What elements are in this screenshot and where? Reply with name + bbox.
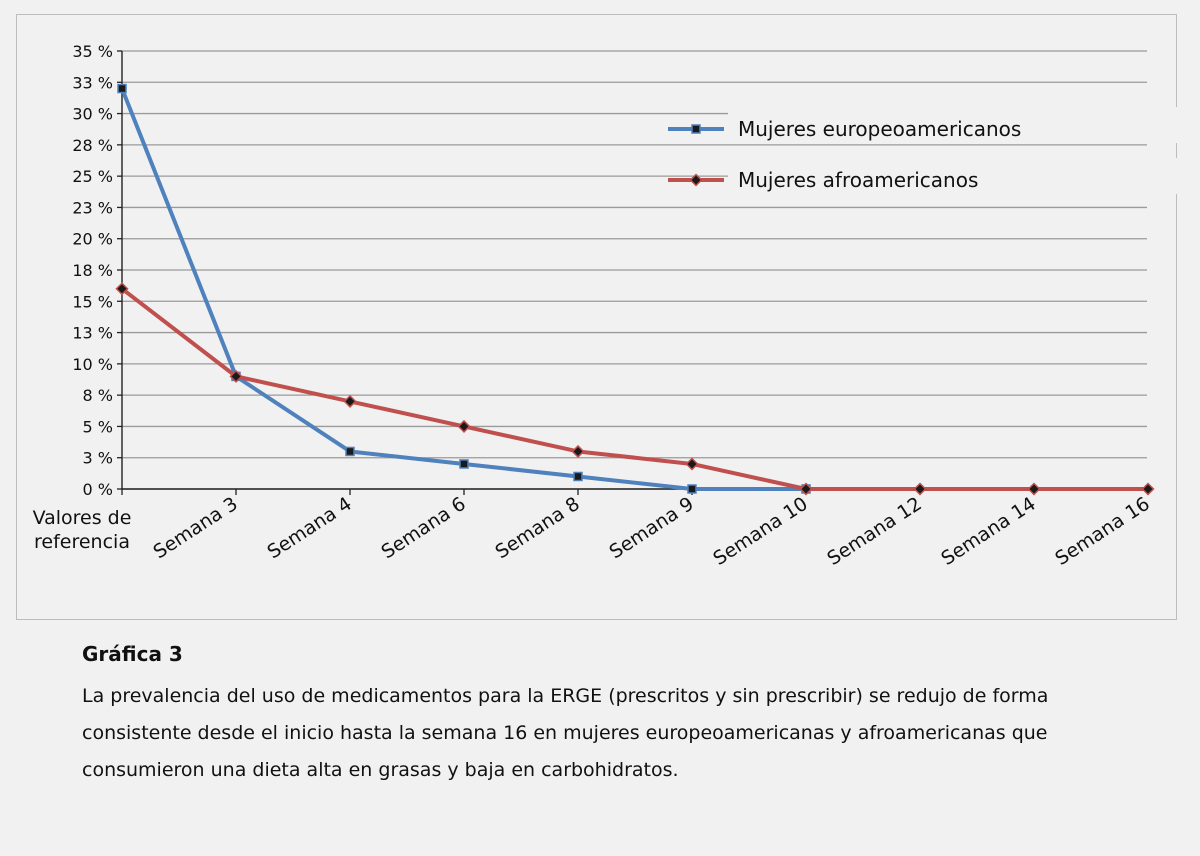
x-tick-label: Semana 12 bbox=[823, 493, 925, 570]
data-point-marker bbox=[115, 282, 129, 296]
caption-title: Gráfica 3 bbox=[82, 642, 183, 666]
legend-background bbox=[728, 107, 1198, 143]
y-tick-label: 28 % bbox=[72, 136, 113, 155]
x-tick-label: Semana 9 bbox=[605, 493, 697, 564]
y-tick-label: 3 % bbox=[83, 449, 113, 468]
x-tick-label: Semana 14 bbox=[937, 493, 1039, 570]
y-tick-label: 15 % bbox=[72, 292, 113, 311]
y-tick-label: 0 % bbox=[83, 480, 113, 499]
legend-marker bbox=[689, 173, 703, 187]
data-point-marker bbox=[573, 471, 583, 482]
data-point-marker bbox=[1027, 482, 1041, 496]
x-tick-label: Semana 16 bbox=[1051, 493, 1153, 570]
x-tick-label: Semana 3 bbox=[149, 493, 241, 564]
y-tick-label: 23 % bbox=[72, 198, 113, 217]
y-tick-label: 5 % bbox=[83, 417, 113, 436]
legend-label: Mujeres afroamericanos bbox=[738, 168, 978, 192]
data-point-marker bbox=[1141, 482, 1155, 496]
x-tick-label: Semana 8 bbox=[491, 493, 583, 564]
y-tick-label: 25 % bbox=[72, 167, 113, 186]
y-tick-label: 33 % bbox=[72, 73, 113, 92]
data-point-marker bbox=[571, 444, 585, 459]
data-point-marker bbox=[799, 482, 813, 496]
data-point-marker bbox=[229, 369, 243, 383]
data-point-marker bbox=[345, 446, 355, 457]
y-tick-label: 30 % bbox=[72, 105, 113, 124]
legend-label: Mujeres europeoamericanos bbox=[738, 117, 1021, 141]
legend-marker bbox=[691, 124, 701, 134]
y-tick-label: 20 % bbox=[72, 230, 113, 249]
x-tick-label: Semana 4 bbox=[263, 493, 355, 564]
x-tick-label: Semana 10 bbox=[709, 493, 811, 570]
data-point-marker bbox=[343, 394, 357, 408]
caption-text: La prevalencia del uso de medicamentos p… bbox=[82, 685, 1049, 781]
y-tick-label: 18 % bbox=[72, 261, 113, 280]
legend-background bbox=[728, 158, 1198, 194]
data-point-marker bbox=[459, 459, 469, 469]
data-point-marker bbox=[687, 484, 697, 494]
y-tick-label: 35 % bbox=[72, 42, 113, 61]
data-point-marker bbox=[685, 457, 699, 471]
x-tick-label: Valores de referencia bbox=[33, 507, 132, 553]
data-point-marker bbox=[457, 419, 471, 433]
y-tick-label: 13 % bbox=[72, 324, 113, 343]
series-line-2 bbox=[120, 287, 1148, 491]
data-point-marker bbox=[117, 83, 127, 94]
y-tick-label: 10 % bbox=[72, 355, 113, 374]
line-chart: 0 % 3 % 5 % 8 % 10 % 13 % 15 % 18 % 20 % 23 % 25 %… bbox=[32, 42, 1198, 570]
data-point-marker bbox=[913, 482, 927, 496]
y-tick-label: 8 % bbox=[83, 386, 113, 405]
x-tick-label: Semana 6 bbox=[377, 493, 469, 564]
